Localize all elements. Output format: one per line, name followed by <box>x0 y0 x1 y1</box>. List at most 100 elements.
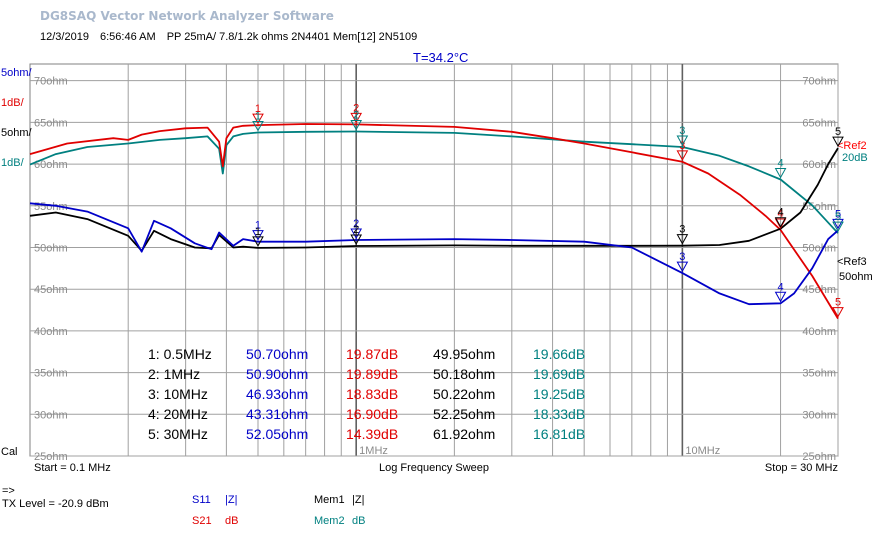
marker-readout-value: 61.92ohm <box>433 426 495 442</box>
marker-number: 2 <box>353 102 359 114</box>
marker-triangle <box>676 150 689 161</box>
y-tick-label-right: 25ohm <box>802 451 836 463</box>
marker-readout-value: 49.95ohm <box>433 346 495 362</box>
marker-readout-frequency: 1: 0.5MHz <box>148 346 212 362</box>
reference-label: 20dB <box>842 152 868 164</box>
marker-number: 3 <box>679 251 685 263</box>
app-title: DG8SAQ Vector Network Analyzer Software <box>40 9 334 23</box>
marker-triangle <box>350 112 363 124</box>
y-tick-label-left: 45ohm <box>34 284 68 296</box>
marker-readout-value: 50.22ohm <box>433 386 495 402</box>
y-tick-label-left: 70ohm <box>34 76 68 88</box>
legend-trace-code: Mem1 <box>314 494 345 506</box>
marker-number: 5 <box>835 297 841 309</box>
marker-readout-value: 18.33dB <box>533 406 585 422</box>
marker-triangle <box>350 119 363 131</box>
temperature-readout: T=34.2°C <box>413 50 469 65</box>
marker-number: 4 <box>777 207 783 219</box>
marker-number: 5 <box>835 126 841 138</box>
marker-triangle <box>832 307 844 318</box>
legend-trace-unit: dB <box>225 515 238 527</box>
s21-trace <box>29 123 839 320</box>
legend-trace-code: S11 <box>192 494 211 506</box>
marker-number: 4 <box>777 281 783 293</box>
marker-triangle <box>252 113 264 125</box>
legend-trace-unit: |Z| <box>225 494 237 506</box>
time-text: 6:56:46 AM <box>100 31 156 43</box>
marker-triangle <box>252 230 264 241</box>
marker-triangle <box>252 121 264 132</box>
marker-readout-value: 52.05ohm <box>246 426 308 442</box>
marker-number: 3 <box>679 125 685 137</box>
mem2-trace <box>29 130 839 234</box>
scale-header-label: 5ohm/ <box>1 127 33 139</box>
y-tick-label-left: 60ohm <box>34 159 68 171</box>
marker-triangle <box>774 217 787 228</box>
marker-number: 5 <box>835 211 841 223</box>
scale-header-label: 5ohm/ <box>1 67 33 79</box>
y-tick-label-left: 50ohm <box>34 242 68 254</box>
marker-readout-value: 52.25ohm <box>433 406 495 422</box>
marker-readout-value: 46.93ohm <box>246 386 308 402</box>
y-tick-label-right: 60ohm <box>802 159 836 171</box>
marker-readout-value: 19.89dB <box>346 366 398 382</box>
marker-readout-value: 50.90ohm <box>246 366 308 382</box>
legend-trace-code: S21 <box>192 515 212 527</box>
y-tick-label-left: 30ohm <box>34 409 68 421</box>
y-tick-label-left: 35ohm <box>34 368 68 380</box>
marker-readout-value: 50.70ohm <box>246 346 308 362</box>
marker-number: 4 <box>777 208 783 220</box>
marker-readout-value: 19.66dB <box>533 346 585 362</box>
tx-level-text: TX Level = -20.9 dBm <box>2 498 109 510</box>
marker-readout-frequency: 3: 10MHz <box>148 386 208 402</box>
marker-number: 2 <box>353 218 359 230</box>
marker-number: 1 <box>255 111 261 123</box>
x-tick-label: 10MHz <box>685 445 720 457</box>
marker-triangle <box>774 167 787 179</box>
reference-label: <Ref2 <box>837 140 867 152</box>
marker-triangle <box>832 218 844 230</box>
marker-readout-value: 16.81dB <box>533 426 585 442</box>
measurement-info: 12/3/2019 6:56:46 AM PP 25mA/ 7.8/1.2k o… <box>40 31 425 43</box>
marker-triangle <box>252 236 264 247</box>
scale-header-label: 1dB/ <box>1 157 25 169</box>
marker-number: 1 <box>255 103 261 115</box>
marker-number: 3 <box>679 224 685 236</box>
marker-triangle <box>832 221 844 233</box>
x-tick-label: 1MHz <box>359 445 388 457</box>
marker-triangle <box>350 228 363 240</box>
y-tick-label-right: 40ohm <box>802 326 836 338</box>
marker-readout-frequency: 2: 1MHz <box>148 366 200 382</box>
y-tick-label-right: 70ohm <box>802 76 836 88</box>
y-tick-label-right: 50ohm <box>802 242 836 254</box>
reference-label: 50ohm <box>839 271 873 283</box>
legend-trace-code: Mem2 <box>314 515 345 527</box>
marker-readout-value: 43.31ohm <box>246 406 308 422</box>
marker-number: 5 <box>835 208 841 220</box>
legend-trace-unit: |Z| <box>352 494 364 506</box>
marker-triangle <box>676 135 689 147</box>
marker-readout-value: 14.39dB <box>346 426 398 442</box>
stop-label: Stop = 30 MHz <box>765 462 838 474</box>
marker-triangle <box>676 234 689 245</box>
marker-number: 2 <box>353 109 359 121</box>
reference-label: <Ref3 <box>837 256 867 268</box>
marker-triangle <box>350 234 363 246</box>
marker-readout-value: 19.69dB <box>533 366 585 382</box>
marker-readout-frequency: 4: 20MHz <box>148 406 208 422</box>
scale-header-label: 1dB/ <box>1 97 25 109</box>
marker-triangle <box>676 261 689 273</box>
marker-triangle <box>774 218 787 230</box>
marker-number: 4 <box>777 157 783 169</box>
legend-trace-unit: dB <box>352 515 365 527</box>
x-axis-label: Log Frequency Sweep <box>379 462 489 474</box>
marker-readout-value: 19.87dB <box>346 346 398 362</box>
marker-readout-value: 16.90dB <box>346 406 398 422</box>
s11-trace <box>29 202 839 306</box>
y-tick-label-left: 65ohm <box>34 117 68 129</box>
description-text: PP 25mA/ 7.8/1.2k ohms 2N4401 Mem[12] 2N… <box>166 31 418 43</box>
marker-number: 1 <box>255 220 261 232</box>
y-tick-label-right: 35ohm <box>802 368 836 380</box>
y-tick-label-left: 25ohm <box>34 451 68 463</box>
